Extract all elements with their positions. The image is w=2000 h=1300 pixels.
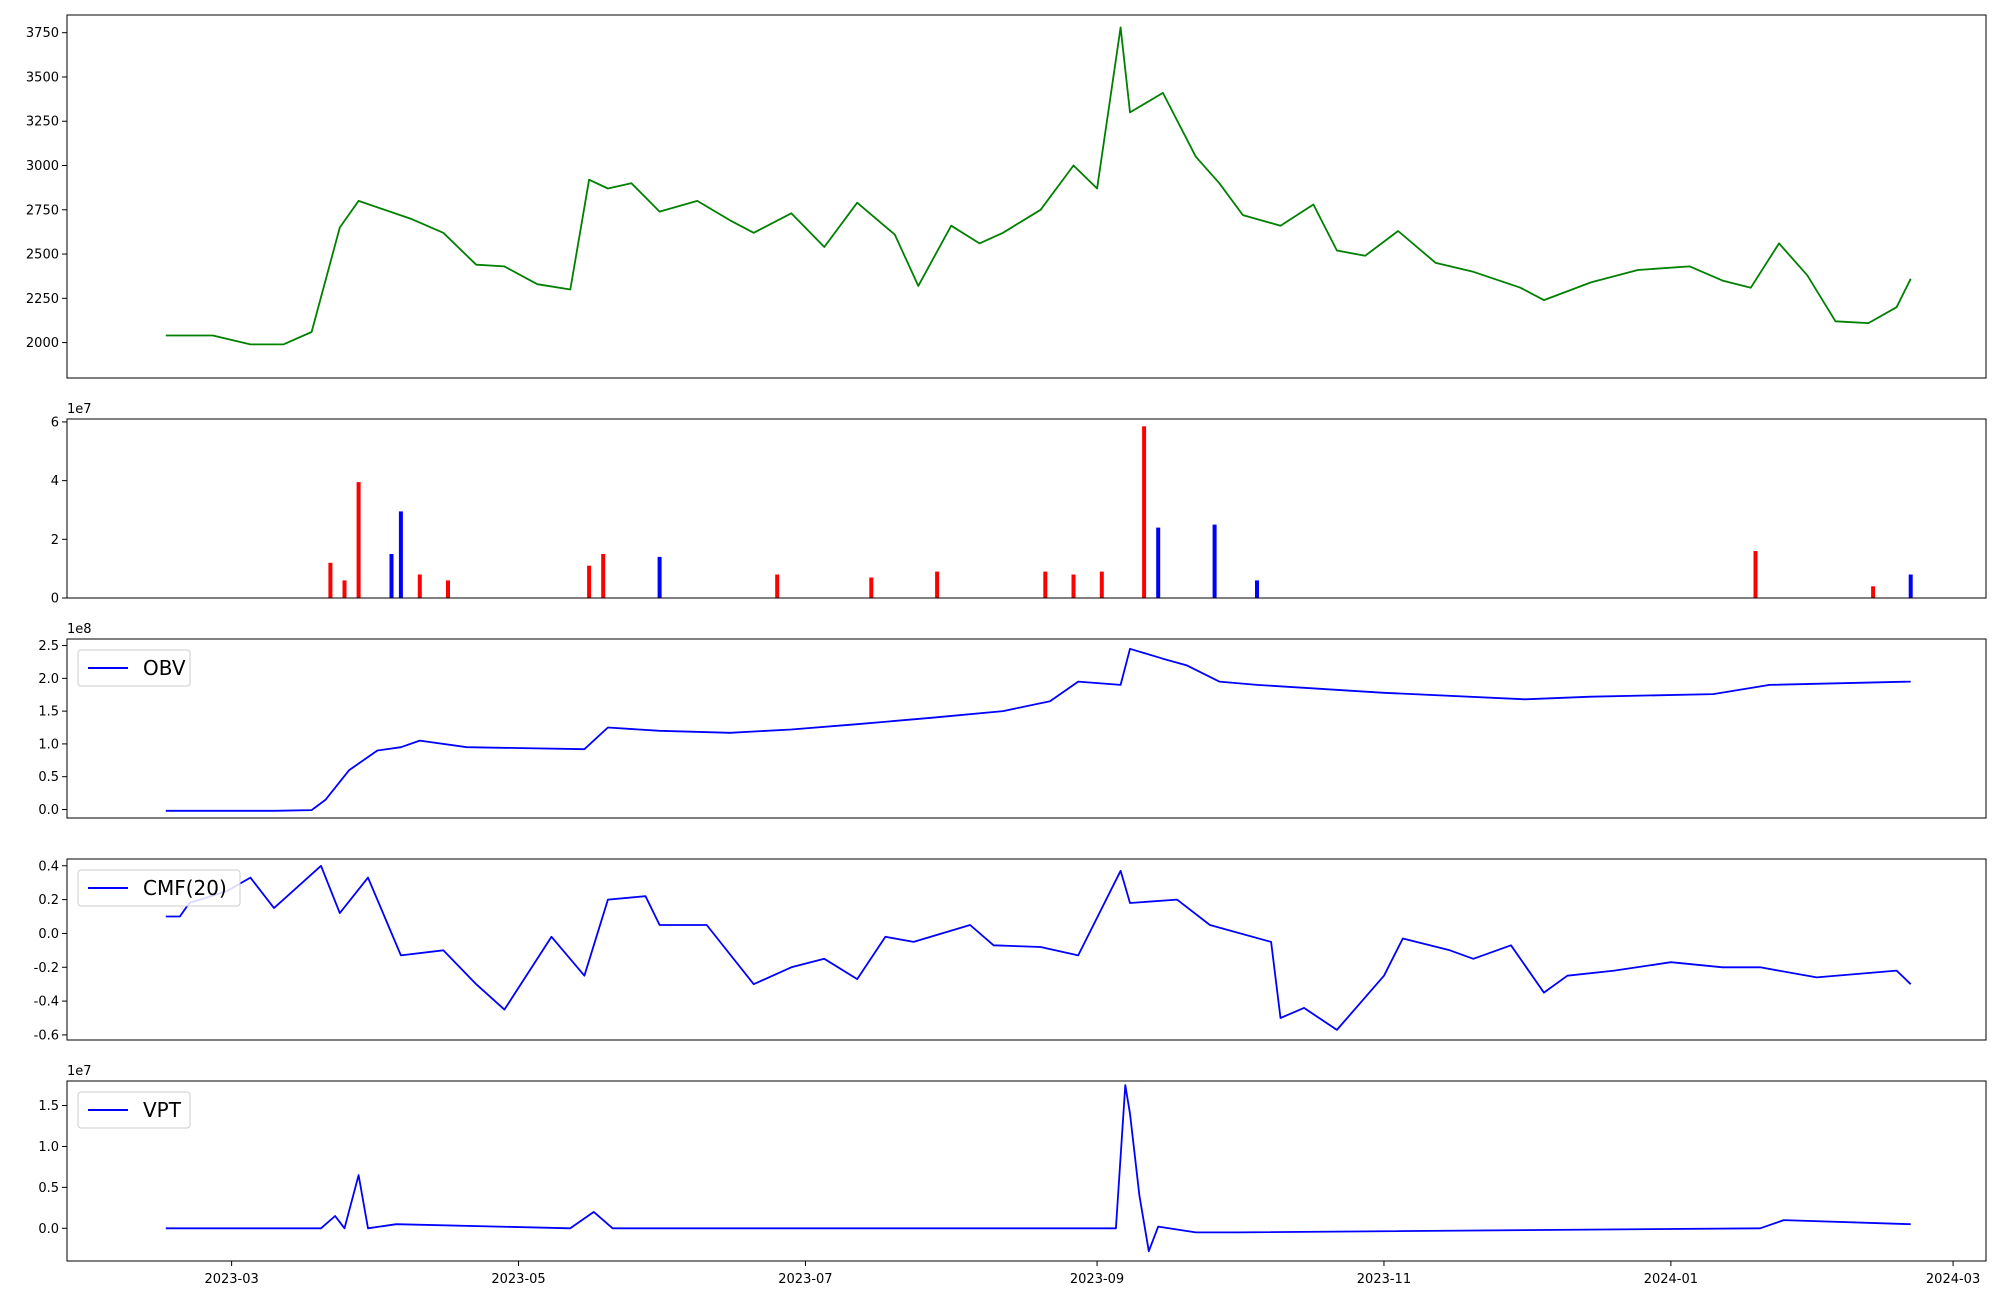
offset-label: 1e7	[67, 402, 92, 417]
x-tick-label: 2023-11	[1357, 1272, 1411, 1287]
x-axis: 2023-03 2023-05 2023-07 2023-09 2023-11 2024-…	[204, 1261, 1980, 1287]
y-tick-label: -0.6	[34, 1028, 59, 1043]
x-tick-label: 2023-09	[1070, 1272, 1124, 1287]
volume-bar	[587, 565, 592, 598]
axes-frame	[66, 418, 1987, 599]
y-tick-label: 0.5	[38, 1181, 59, 1196]
volume-bar	[869, 577, 874, 598]
y-tick-label: -0.4	[34, 995, 59, 1010]
volume-bar	[775, 574, 780, 598]
y-tick-label: 0.0	[38, 803, 59, 818]
volume-bar	[1871, 586, 1876, 598]
volume-bar	[389, 554, 394, 598]
y-tick-label: 0.4	[38, 859, 59, 874]
legend-label: VPT	[143, 1098, 182, 1122]
y-tick-label: 3750	[26, 26, 59, 41]
volume-bar	[1753, 551, 1758, 598]
y-tick-label: 2.0	[38, 672, 59, 687]
y-tick-label: 2250	[26, 292, 59, 307]
offset-label: 1e7	[67, 1064, 92, 1079]
x-tick-label: 2023-07	[778, 1272, 832, 1287]
y-tick-label: -0.2	[34, 961, 59, 976]
y-tick-label: 0.0	[38, 927, 59, 942]
panel-obv: 0.0 0.5 1.0 1.5 2.0 2.5 1e8 OBV	[38, 622, 1987, 819]
volume-bar	[657, 556, 662, 598]
y-tick-label: 0.5	[38, 770, 59, 785]
y-tick-label: 1.5	[38, 1099, 59, 1114]
legend-label: OBV	[143, 656, 186, 680]
panel-vpt: 0.0 0.5 1.0 1.5 1e7 VPT	[38, 1064, 1987, 1262]
y-tick-label: 0.0	[38, 1222, 59, 1237]
y-tick-label: 2750	[26, 203, 59, 218]
y-tick-label: 2000	[26, 336, 59, 351]
obv-legend: OBV	[77, 649, 191, 687]
axes-frame	[66, 1080, 1987, 1262]
x-tick-label: 2024-03	[1926, 1272, 1980, 1287]
volume-bar	[1142, 426, 1147, 598]
volume-bar	[1212, 524, 1217, 598]
legend-box	[77, 869, 241, 907]
volume-bar	[356, 482, 361, 598]
y-tick-label: 6	[51, 415, 59, 430]
axes-frame	[66, 858, 1987, 1041]
cmf-legend: CMF(20)	[77, 869, 241, 907]
y-tick-label: 3500	[26, 70, 59, 85]
y-tick-label: 3250	[26, 115, 59, 130]
y-tick-label: 2500	[26, 248, 59, 263]
volume-bar	[935, 571, 940, 598]
volume-bar	[601, 554, 606, 598]
legend-box	[77, 1091, 191, 1129]
legend-box	[77, 649, 191, 687]
volume-bar	[1043, 571, 1048, 598]
volume-bar	[417, 574, 422, 598]
volume-bar	[1099, 571, 1104, 598]
volume-bar	[398, 511, 403, 598]
y-tick-label: 1.0	[38, 737, 59, 752]
axes-frame	[66, 638, 1987, 819]
price-line	[165, 26, 1912, 346]
obv-line	[165, 647, 1911, 812]
y-tick-label: 2	[51, 533, 59, 548]
panel-cmf: -0.6 -0.4 -0.2 0.0 0.2 0.4 CMF(20)	[34, 858, 1987, 1043]
volume-bar	[328, 562, 333, 598]
y-tick-label: 0	[51, 592, 59, 607]
volume-bar	[446, 580, 450, 598]
axes-frame	[66, 14, 1987, 379]
offset-label: 1e8	[67, 622, 92, 637]
x-tick-label: 2024-01	[1644, 1272, 1698, 1287]
y-tick-label: 4	[51, 474, 59, 489]
x-tick-label: 2023-05	[491, 1272, 545, 1287]
volume-bar	[342, 580, 347, 598]
y-tick-label: 3000	[26, 159, 59, 174]
vpt-legend: VPT	[77, 1091, 191, 1129]
volume-bar	[1255, 580, 1259, 598]
panel-price: 2000 2250 2500 2750 3000 3250 3500 3750	[26, 14, 1987, 379]
panel-volume: 0 2 4 6 1e7	[51, 402, 1987, 607]
volume-bar	[1071, 574, 1076, 598]
y-tick-label: 2.5	[38, 639, 59, 654]
volume-bar	[1908, 574, 1913, 598]
y-tick-label: 0.2	[38, 893, 59, 908]
cmf-line	[165, 864, 1912, 1031]
x-tick-label: 2023-03	[204, 1272, 258, 1287]
vpt-line	[165, 1084, 1911, 1253]
y-tick-label: 1.5	[38, 705, 59, 720]
volume-bar	[1156, 527, 1161, 598]
y-tick-label: 1.0	[38, 1140, 59, 1155]
legend-label: CMF(20)	[143, 876, 227, 900]
